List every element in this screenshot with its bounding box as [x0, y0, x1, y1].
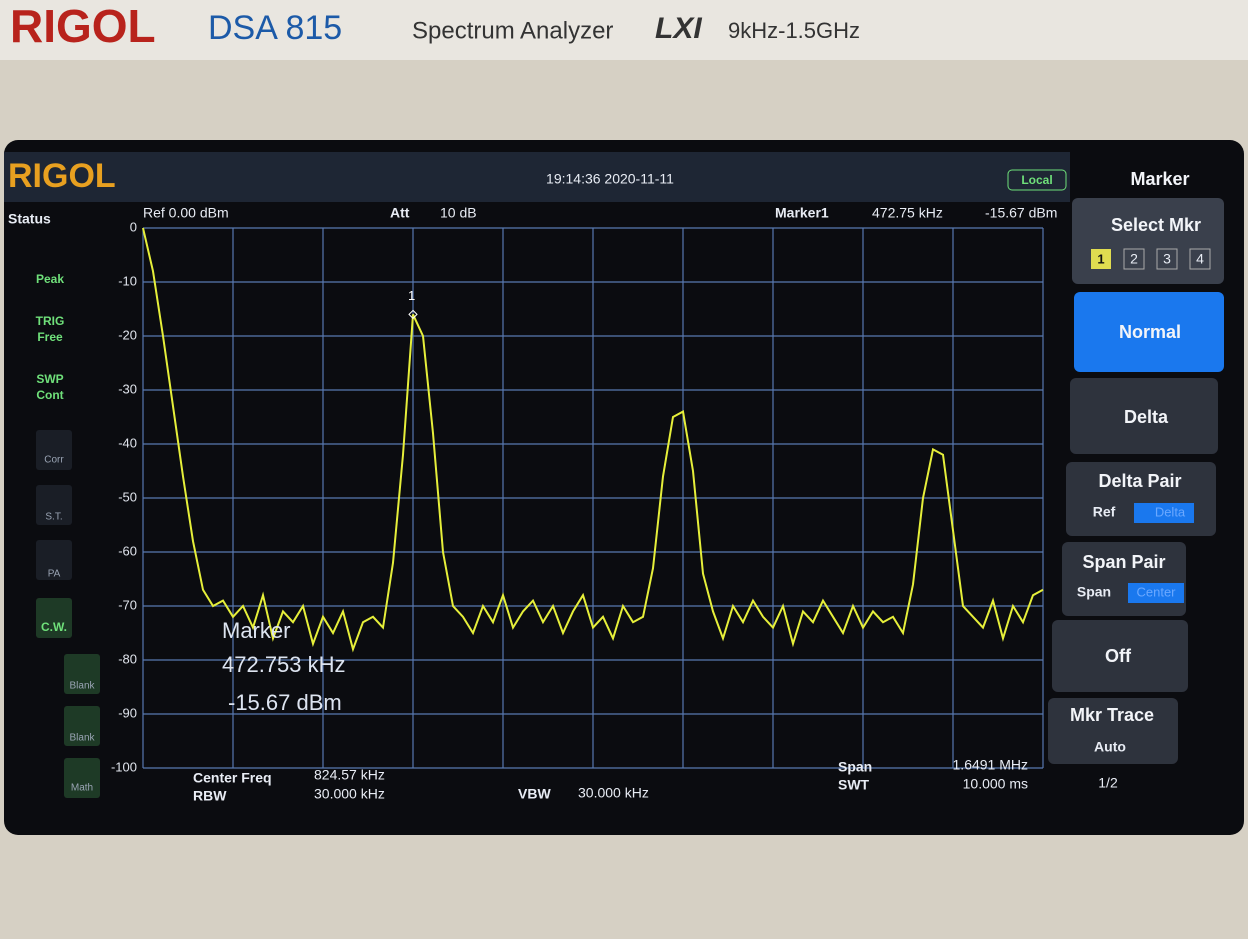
status-item: Peak — [36, 272, 64, 286]
bezel-product: Spectrum Analyzer — [412, 17, 613, 44]
y-tick-label: -10 — [118, 273, 137, 288]
center: 824.57 kHz — [314, 767, 385, 783]
status-item: Cont — [36, 388, 63, 402]
vbw-label: VBW — [518, 786, 551, 802]
att-label: Att — [390, 205, 410, 221]
y-tick-label: -100 — [111, 759, 137, 774]
span-label: Span — [838, 759, 872, 775]
normal-label: Normal — [1119, 322, 1181, 342]
readout-level: -15.67 dBm — [228, 690, 342, 715]
marker-level: -15.67 dBm — [985, 205, 1057, 221]
select-mkr-label: Select Mkr — [1111, 215, 1201, 235]
y-tick-label: 0 — [130, 219, 137, 234]
mkr-label: 2 — [1130, 251, 1138, 267]
rbw: 30.000 kHz — [314, 786, 385, 802]
status-item: S.T. — [45, 512, 62, 523]
status-item: PA — [48, 569, 61, 580]
status-item: C.W. — [41, 620, 67, 634]
ref-option: Ref — [1093, 504, 1116, 520]
marker-freq: 472.75 kHz — [872, 205, 943, 221]
marker-number: 1 — [408, 288, 415, 303]
swt-label: SWT — [838, 777, 870, 793]
status-item: SWP — [36, 372, 63, 386]
span: 1.6491 MHz — [953, 757, 1028, 773]
mkr-trace-label: Mkr Trace — [1070, 705, 1154, 725]
status-item: Blank — [69, 681, 95, 692]
mkr-label: 4 — [1196, 251, 1204, 267]
vbw: 30.000 kHz — [578, 785, 649, 801]
auto-label: Auto — [1094, 739, 1126, 755]
page-label: 1/2 — [1098, 775, 1118, 791]
delta-label: Delta — [1124, 407, 1169, 427]
bezel-range: 9kHz-1.5GHz — [728, 18, 860, 43]
off-label: Off — [1105, 646, 1132, 666]
y-tick-label: -40 — [118, 435, 137, 450]
mkr-label: 3 — [1163, 251, 1171, 267]
status-item: Blank — [69, 733, 95, 744]
y-tick-label: -90 — [118, 705, 137, 720]
delta-pair-label: Delta Pair — [1098, 471, 1181, 491]
y-tick-label: -80 — [118, 651, 137, 666]
center-label: Center Freq — [193, 770, 272, 786]
y-tick-label: -70 — [118, 597, 137, 612]
local: Local — [1021, 173, 1052, 187]
y-tick-label: -50 — [118, 489, 137, 504]
select-mkr[interactable] — [1072, 198, 1224, 284]
delta-option: Delta — [1155, 504, 1186, 519]
instrument: RIGOL DSA 815 Spectrum Analyzer LXI 9kHz… — [0, 0, 1248, 939]
center-option: Center — [1136, 584, 1176, 599]
span-pair-label: Span Pair — [1082, 552, 1165, 572]
header-bar — [4, 152, 1070, 202]
bezel-brand: RIGOL — [10, 0, 156, 52]
datetime: 19:14:36 2020-11-11 — [546, 171, 674, 187]
bezel-model: DSA 815 — [208, 9, 342, 47]
mkr-label: 1 — [1097, 251, 1104, 266]
swt: 10.000 ms — [963, 776, 1028, 792]
menu-title: Marker — [1130, 169, 1189, 189]
span-option: Span — [1077, 584, 1111, 600]
y-tick-label: -20 — [118, 327, 137, 342]
rbw-label: RBW — [193, 788, 227, 804]
y-tick-label: -60 — [118, 543, 137, 558]
status-item: Free — [37, 330, 63, 344]
att: 10 dB — [440, 205, 477, 221]
screen-brand: RIGOL — [8, 157, 116, 195]
ref-level: Ref 0.00 dBm — [143, 205, 229, 221]
y-tick-label: -30 — [118, 381, 137, 396]
readout-title: Marker — [222, 618, 290, 643]
bezel-lxi: LXI — [655, 12, 702, 45]
marker-label: Marker1 — [775, 205, 829, 221]
readout-freq: 472.753 kHz — [222, 652, 346, 677]
status-item: Math — [71, 783, 93, 794]
status-item: Corr — [44, 455, 64, 466]
top-bezel — [0, 0, 1248, 60]
status-item: TRIG — [36, 314, 65, 328]
status-title: Status — [8, 211, 51, 227]
